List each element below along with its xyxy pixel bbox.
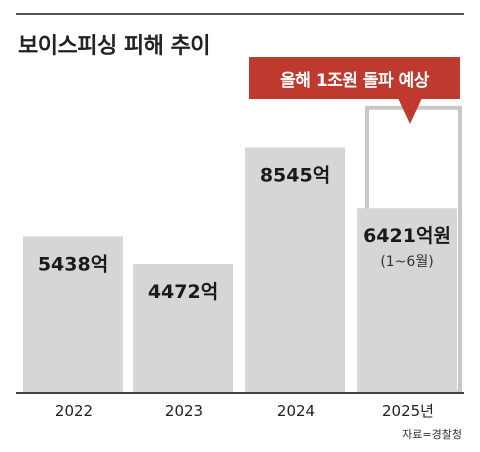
bar-2023 [133,264,233,392]
category-label-2025년: 2025년 [382,402,434,420]
bar-2024 [245,147,345,392]
value-label-2023: 4472억 [148,281,218,303]
bar-2025년 [357,208,457,392]
value-label-2025년: 6421억원 [363,225,451,247]
top-rule [16,13,464,15]
value-label-2022: 5438억 [38,253,108,275]
category-label-2022: 2022 [55,402,93,420]
source-note: 자료=경찰청 [402,428,462,441]
chart-title: 보이스피싱 피해 추이 [18,34,210,59]
bar-2022 [23,236,123,392]
category-label-2024: 2024 [277,402,315,420]
category-label-2023: 2023 [165,402,203,420]
value-sublabel-2025년: (1~6월) [380,254,433,270]
projection-callout: 올해 1조원 돌파 예상 [249,57,460,99]
value-label-2024: 8545억 [260,164,330,186]
callout-pointer [398,98,422,124]
